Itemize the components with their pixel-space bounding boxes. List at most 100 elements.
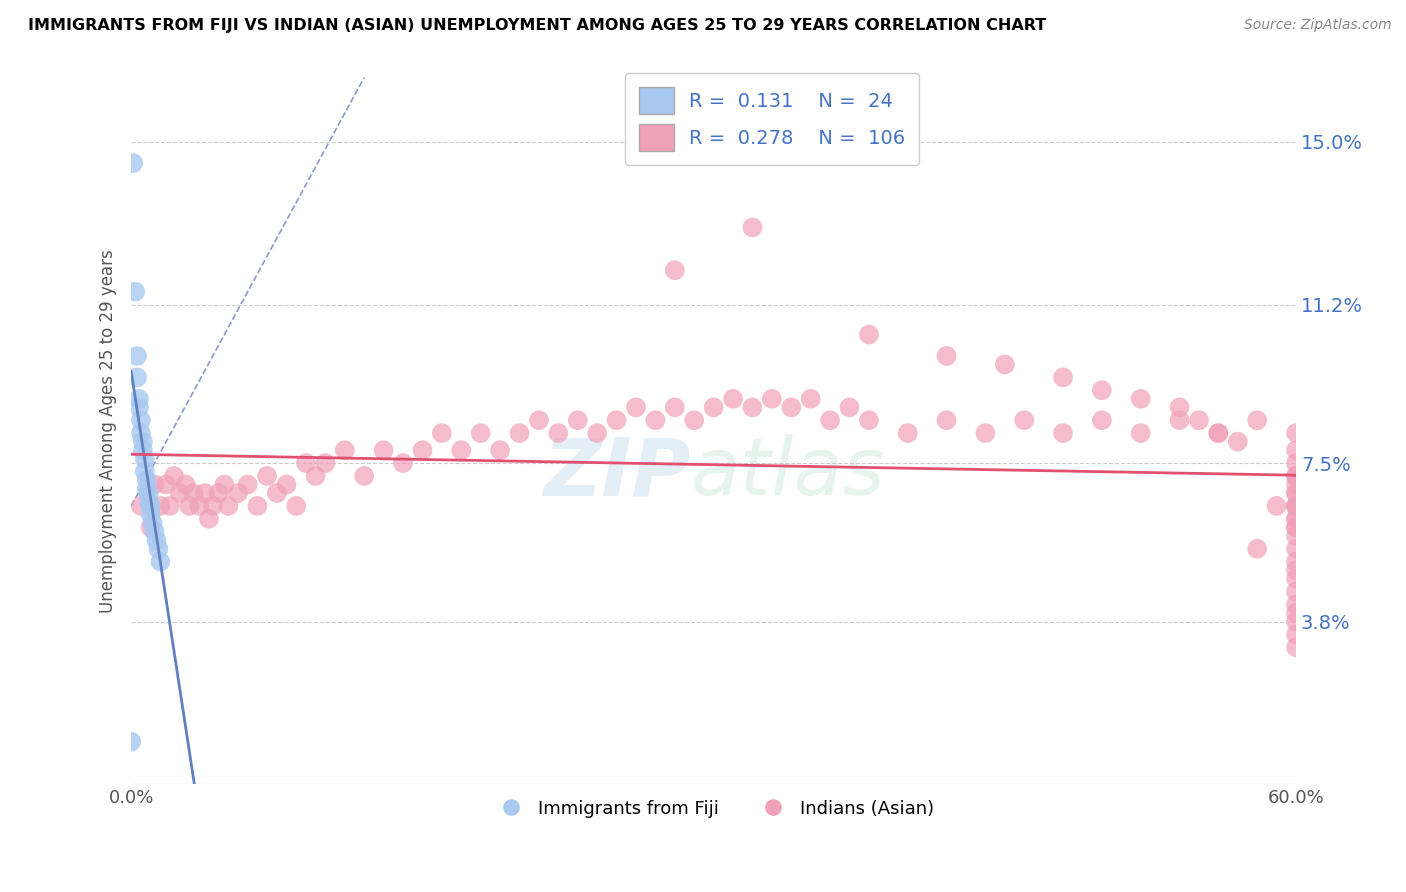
Point xyxy=(1285,555,1308,569)
Point xyxy=(149,555,172,569)
Point xyxy=(1285,469,1308,483)
Point xyxy=(1246,413,1268,427)
Point xyxy=(207,486,229,500)
Point xyxy=(1052,370,1074,384)
Point xyxy=(129,426,152,441)
Point xyxy=(174,477,197,491)
Point xyxy=(132,434,155,449)
Point xyxy=(1091,383,1114,397)
Point xyxy=(1285,499,1308,513)
Point xyxy=(994,358,1017,372)
Point xyxy=(1285,469,1308,483)
Point xyxy=(155,477,177,491)
Point xyxy=(139,499,162,513)
Point xyxy=(143,477,166,491)
Point xyxy=(149,499,172,513)
Point xyxy=(295,456,318,470)
Point xyxy=(1129,392,1152,406)
Point xyxy=(138,494,160,508)
Point xyxy=(586,426,609,441)
Point xyxy=(285,499,308,513)
Point xyxy=(214,477,236,491)
Point xyxy=(163,469,186,483)
Point xyxy=(1246,541,1268,556)
Point xyxy=(169,486,191,500)
Point xyxy=(1168,413,1191,427)
Point xyxy=(1285,520,1308,534)
Point xyxy=(1285,477,1308,491)
Point xyxy=(606,413,628,427)
Point xyxy=(430,426,453,441)
Point xyxy=(974,426,997,441)
Point xyxy=(226,486,249,500)
Point xyxy=(897,426,920,441)
Point xyxy=(148,541,170,556)
Point xyxy=(1285,456,1308,470)
Point xyxy=(838,401,860,415)
Point xyxy=(1285,499,1308,513)
Point xyxy=(373,443,395,458)
Point xyxy=(664,263,686,277)
Point xyxy=(129,413,152,427)
Point xyxy=(547,426,569,441)
Point xyxy=(128,401,150,415)
Point xyxy=(183,486,205,500)
Point xyxy=(1285,541,1308,556)
Point xyxy=(1265,499,1288,513)
Text: IMMIGRANTS FROM FIJI VS INDIAN (ASIAN) UNEMPLOYMENT AMONG AGES 25 TO 29 YEARS CO: IMMIGRANTS FROM FIJI VS INDIAN (ASIAN) U… xyxy=(28,18,1046,33)
Point xyxy=(143,524,166,539)
Point xyxy=(1091,413,1114,427)
Point xyxy=(179,499,201,513)
Point xyxy=(1208,426,1230,441)
Point xyxy=(489,443,512,458)
Point xyxy=(818,413,841,427)
Point xyxy=(134,451,156,466)
Point xyxy=(1285,512,1308,526)
Legend: Immigrants from Fiji, Indians (Asian): Immigrants from Fiji, Indians (Asian) xyxy=(485,792,942,825)
Point xyxy=(217,499,239,513)
Point xyxy=(392,456,415,470)
Point xyxy=(1188,413,1211,427)
Point xyxy=(236,477,259,491)
Point xyxy=(124,285,146,299)
Point xyxy=(624,401,647,415)
Point xyxy=(1285,486,1308,500)
Point xyxy=(1285,584,1308,599)
Point xyxy=(741,401,763,415)
Point xyxy=(246,499,269,513)
Point xyxy=(125,370,148,384)
Point xyxy=(935,349,957,363)
Point xyxy=(333,443,356,458)
Point xyxy=(1285,512,1308,526)
Point xyxy=(159,499,181,513)
Point xyxy=(1285,486,1308,500)
Point xyxy=(858,413,880,427)
Point xyxy=(129,499,152,513)
Point xyxy=(132,443,155,458)
Point xyxy=(761,392,783,406)
Point xyxy=(508,426,530,441)
Point xyxy=(305,469,328,483)
Point xyxy=(1285,563,1308,577)
Point xyxy=(138,486,160,500)
Point xyxy=(266,486,288,500)
Point xyxy=(1285,572,1308,586)
Point xyxy=(353,469,375,483)
Point xyxy=(135,473,157,487)
Point xyxy=(198,512,221,526)
Point xyxy=(1285,640,1308,655)
Point xyxy=(122,156,145,170)
Point xyxy=(276,477,298,491)
Point xyxy=(188,499,211,513)
Point xyxy=(411,443,433,458)
Point xyxy=(128,392,150,406)
Point xyxy=(703,401,725,415)
Point xyxy=(1285,606,1308,620)
Point xyxy=(935,413,957,427)
Point xyxy=(142,516,165,530)
Point xyxy=(120,734,142,748)
Point xyxy=(858,327,880,342)
Point xyxy=(1208,426,1230,441)
Point xyxy=(139,520,162,534)
Point xyxy=(741,220,763,235)
